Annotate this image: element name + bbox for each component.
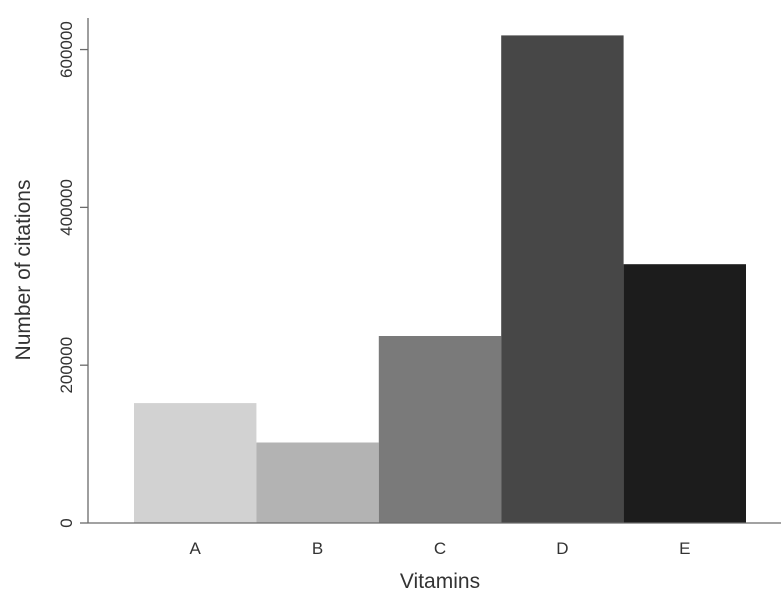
y-tick-label: 200000	[57, 337, 76, 394]
bar-A	[134, 403, 257, 523]
x-axis-title: Vitamins	[400, 570, 480, 593]
bar-D	[501, 35, 624, 524]
bar-B	[256, 442, 379, 523]
bar-C	[378, 336, 502, 523]
bars-group	[134, 35, 746, 524]
x-tick-label-D: D	[556, 539, 568, 558]
x-ticks-group: A B C D E	[190, 539, 691, 558]
bar-E	[623, 264, 746, 523]
y-ticks-group: 0 200000 400000 600000	[57, 21, 88, 528]
y-tick-label: 400000	[57, 179, 76, 236]
y-axis-title: Number of citations	[12, 180, 35, 361]
x-tick-label-C: C	[434, 539, 446, 558]
x-tick-label-E: E	[679, 539, 690, 558]
x-tick-label-A: A	[190, 539, 202, 558]
y-tick-label: 600000	[57, 21, 76, 78]
y-tick-label: 0	[57, 518, 76, 527]
x-tick-label-B: B	[312, 539, 323, 558]
